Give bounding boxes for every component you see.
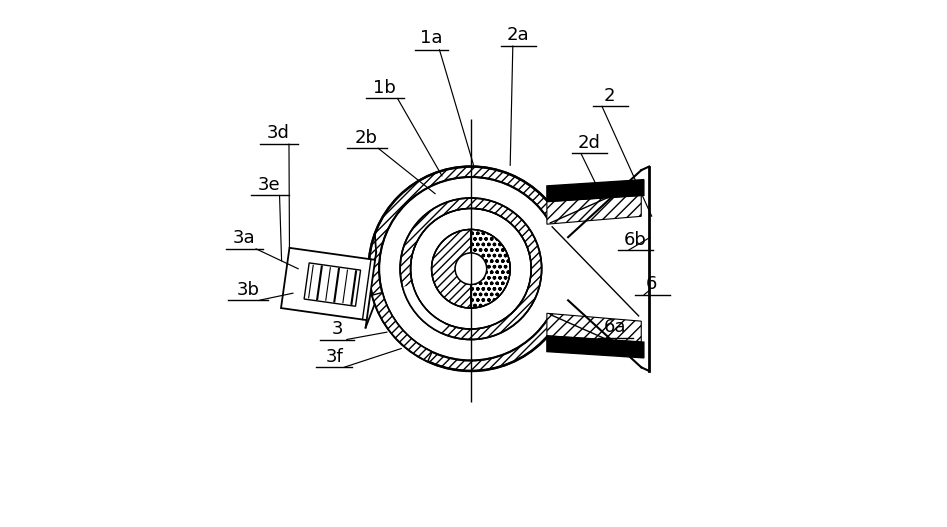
Text: 2a: 2a xyxy=(507,26,529,44)
Polygon shape xyxy=(546,313,641,342)
Circle shape xyxy=(366,164,576,374)
Text: 1b: 1b xyxy=(373,79,396,97)
Circle shape xyxy=(456,253,487,285)
Text: 3b: 3b xyxy=(237,281,259,299)
Polygon shape xyxy=(546,336,644,358)
Text: 3d: 3d xyxy=(267,124,290,142)
Text: 3: 3 xyxy=(331,320,343,338)
Wedge shape xyxy=(372,292,432,362)
Text: 3f: 3f xyxy=(326,348,344,366)
Text: 2d: 2d xyxy=(578,134,600,152)
Polygon shape xyxy=(304,263,361,306)
Text: 2b: 2b xyxy=(354,129,378,147)
Wedge shape xyxy=(411,209,531,329)
Wedge shape xyxy=(432,229,471,308)
Wedge shape xyxy=(471,229,510,308)
Wedge shape xyxy=(401,198,542,339)
Polygon shape xyxy=(281,248,375,320)
Text: 3e: 3e xyxy=(258,176,280,194)
Polygon shape xyxy=(546,180,644,202)
Text: 3a: 3a xyxy=(233,229,255,247)
Text: 1a: 1a xyxy=(420,29,443,47)
Wedge shape xyxy=(402,285,445,333)
Text: 2: 2 xyxy=(604,87,616,105)
Text: 6b: 6b xyxy=(623,231,647,249)
Text: 6a: 6a xyxy=(604,318,626,336)
Polygon shape xyxy=(546,196,641,224)
Text: 6: 6 xyxy=(646,276,657,294)
Wedge shape xyxy=(368,167,573,371)
Polygon shape xyxy=(546,216,631,321)
Circle shape xyxy=(411,209,531,329)
